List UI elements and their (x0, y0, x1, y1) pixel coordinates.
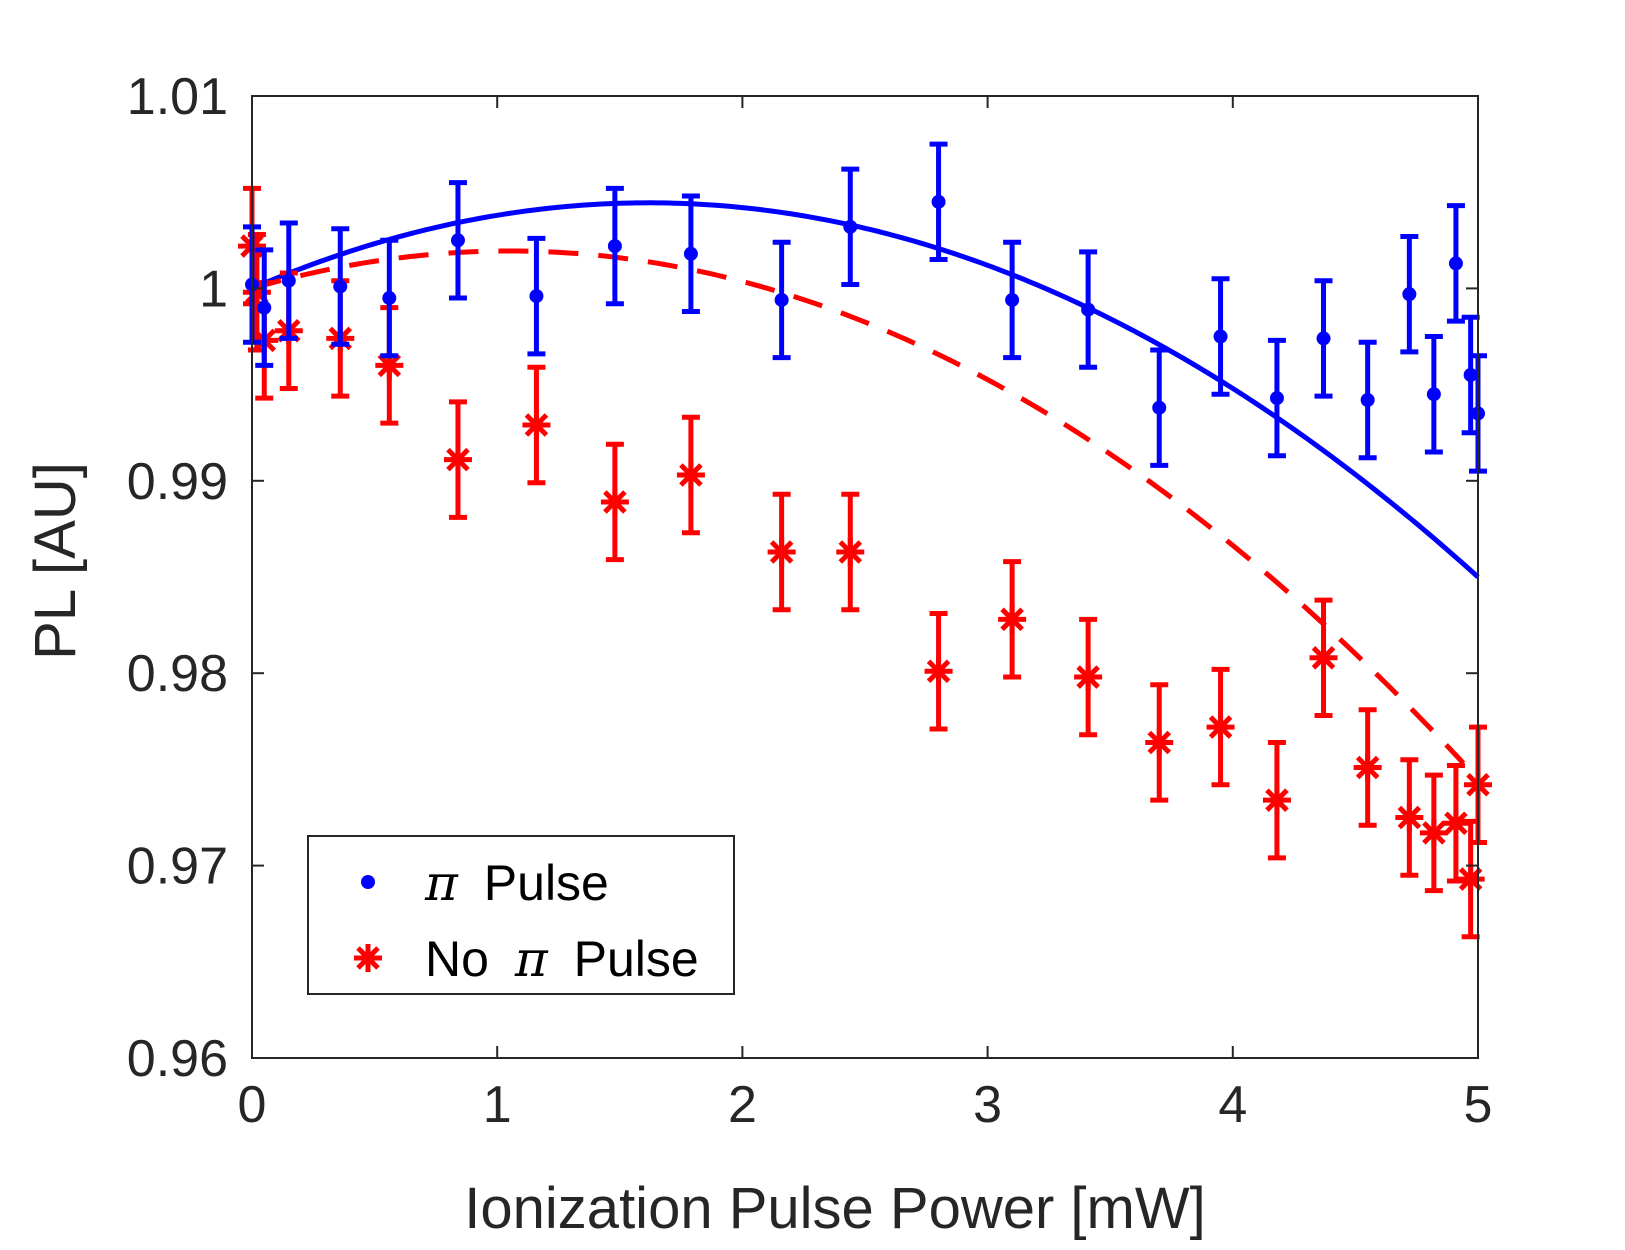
data-point-no-pi-pulse (1419, 818, 1448, 847)
data-point-no-pi-pulse (1353, 753, 1382, 782)
data-point-pi-pulse (774, 292, 789, 307)
x-tick-label: 4 (1218, 1076, 1247, 1134)
data-point-pi-pulse (1463, 367, 1478, 382)
legend-no-prefix: No (425, 931, 489, 987)
legend-marker-no-pi-pulse (354, 944, 382, 972)
data-point-pi-pulse (931, 194, 946, 209)
data-point-no-pi-pulse (924, 657, 953, 686)
legend-pi-symbol: π (424, 854, 459, 912)
data-point-no-pi-pulse (600, 487, 629, 516)
x-tick-label: 0 (238, 1076, 267, 1134)
x-tick-label: 2 (728, 1076, 757, 1134)
y-axis-title: PL [AU] (23, 462, 88, 660)
data-point-no-pi-pulse (998, 605, 1027, 634)
data-point-no-pi-pulse (375, 351, 404, 380)
y-tick-label: 0.97 (127, 838, 228, 896)
legend-entry-no-pi-pulse: No π Pulse (425, 930, 699, 988)
data-point-no-pi-pulse (1441, 809, 1470, 838)
y-tick-label: 0.99 (127, 453, 228, 511)
data-point-pi-pulse (1005, 292, 1020, 307)
x-tick-label: 1 (483, 1076, 512, 1134)
data-point-pi-pulse (1402, 287, 1417, 302)
data-point-no-pi-pulse (1145, 728, 1174, 757)
x-tick-label: 3 (973, 1076, 1002, 1134)
ticks-layer: 0 1 2 3 4 5 0.96 0.97 0.98 0.99 1 1.01 (127, 68, 1493, 1134)
data-point-no-pi-pulse (1206, 713, 1235, 742)
data-point-pi-pulse (529, 289, 544, 304)
data-point-no-pi-pulse (522, 411, 551, 440)
data-point-no-pi-pulse (1309, 643, 1338, 672)
y-tick-label: 0.98 (127, 645, 228, 703)
legend-no-pi-symbol: π (514, 930, 549, 988)
data-point-pi-pulse (683, 246, 698, 261)
legend-pi-pulse-label: Pulse (484, 855, 609, 911)
legend-no-pi-pulse-label: Pulse (574, 931, 699, 987)
data-point-no-pi-pulse (836, 537, 865, 566)
y-tick-label: 0.96 (127, 1030, 228, 1088)
y-tick-label: 1 (199, 260, 228, 318)
data-point-no-pi-pulse (1395, 803, 1424, 832)
data-point-pi-pulse (1152, 400, 1167, 415)
data-point-no-pi-pulse (1074, 663, 1103, 692)
y-tick-label: 1.01 (127, 68, 228, 126)
data-point-pi-pulse (1360, 392, 1375, 407)
legend: π Pulse No π Pulse (307, 835, 735, 995)
data-point-pi-pulse (281, 273, 296, 288)
data-point-no-pi-pulse (767, 537, 796, 566)
x-axis-title: Ionization Pulse Power [mW] (464, 1176, 1205, 1241)
legend-marker-pi-pulse (361, 875, 375, 889)
data-point-no-pi-pulse (1262, 786, 1291, 815)
data-point-no-pi-pulse (443, 445, 472, 474)
data-point-pi-pulse (1081, 302, 1096, 317)
x-tick-label: 5 (1464, 1076, 1493, 1134)
data-point-pi-pulse (382, 291, 397, 306)
data-point-pi-pulse (843, 219, 858, 234)
data-point-pi-pulse (333, 279, 348, 294)
axes-box (251, 95, 1479, 1059)
data-point-pi-pulse (450, 233, 465, 248)
data-point-pi-pulse (607, 239, 622, 254)
fit-line-no-pi-pulse (251, 248, 1466, 765)
legend-entry-pi-pulse: π Pulse (424, 854, 609, 912)
data-point-pi-pulse (1316, 331, 1331, 346)
data-point-pi-pulse (1269, 391, 1284, 406)
data-point-pi-pulse (257, 300, 272, 315)
data-point-pi-pulse (1426, 387, 1441, 402)
data-point-no-pi-pulse (1456, 865, 1485, 894)
legend-box (307, 835, 735, 995)
data-point-no-pi-pulse (676, 461, 705, 490)
data-point-pi-pulse (1448, 256, 1463, 271)
data-point-pi-pulse (1213, 329, 1228, 344)
